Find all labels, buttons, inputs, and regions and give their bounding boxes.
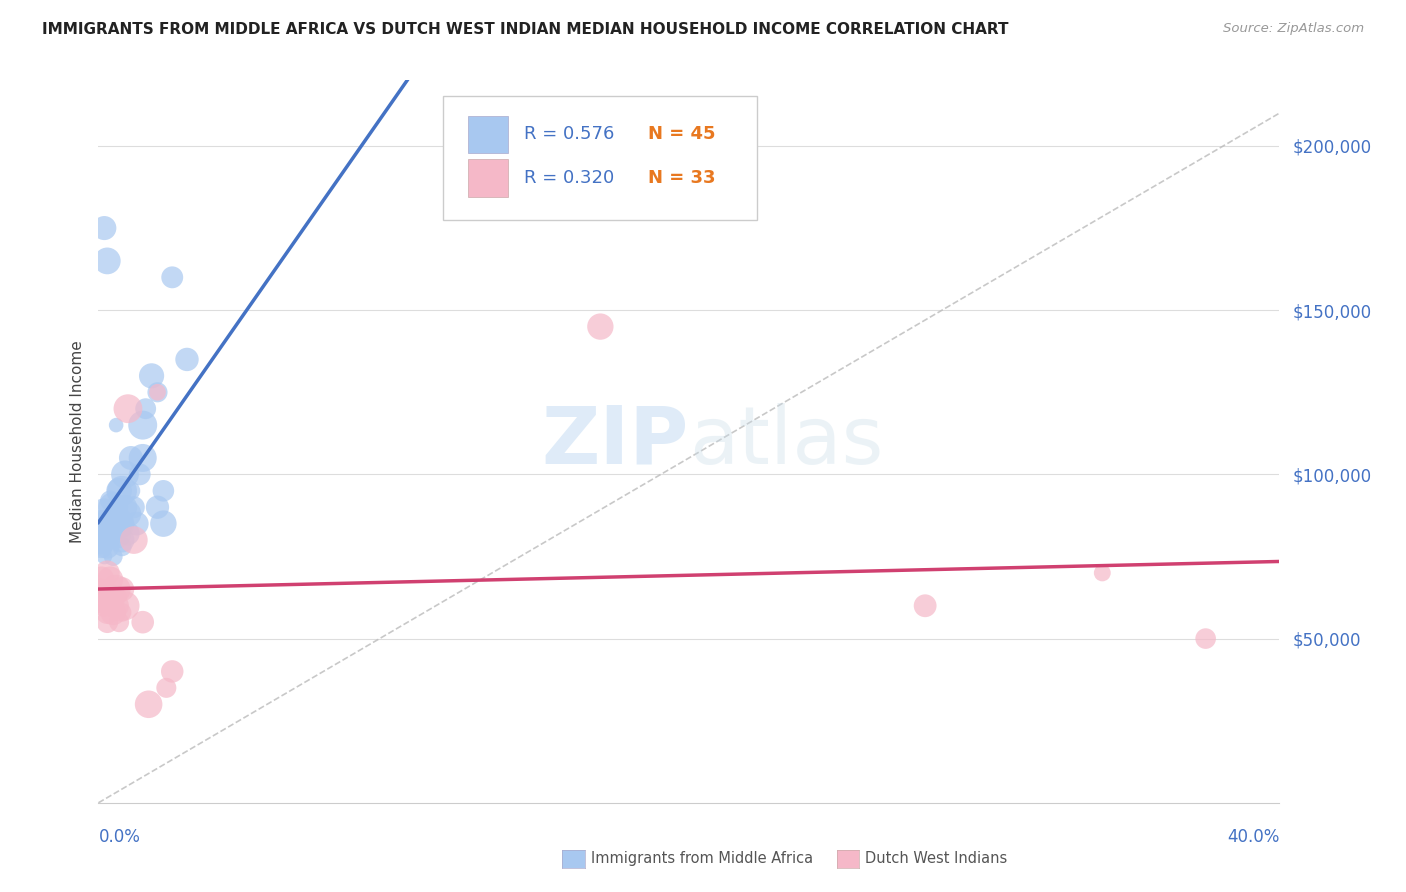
Point bbox=[93, 507, 115, 521]
Point bbox=[111, 483, 134, 498]
Point bbox=[96, 516, 118, 531]
Text: N = 33: N = 33 bbox=[648, 169, 716, 186]
Point bbox=[111, 582, 134, 597]
Point bbox=[98, 599, 121, 613]
Point bbox=[108, 589, 131, 603]
Point bbox=[914, 599, 936, 613]
Point bbox=[96, 615, 118, 630]
Point bbox=[111, 540, 134, 554]
Point bbox=[93, 533, 115, 547]
Point bbox=[114, 467, 136, 482]
Point bbox=[96, 566, 118, 580]
Point bbox=[103, 592, 125, 607]
Point bbox=[117, 526, 139, 541]
Point bbox=[93, 599, 115, 613]
Text: Source: ZipAtlas.com: Source: ZipAtlas.com bbox=[1223, 22, 1364, 36]
Point bbox=[96, 540, 118, 554]
Point bbox=[114, 599, 136, 613]
Text: Dutch West Indians: Dutch West Indians bbox=[865, 852, 1007, 866]
Point bbox=[122, 500, 145, 515]
FancyBboxPatch shape bbox=[468, 116, 508, 153]
Point bbox=[120, 450, 142, 465]
Point bbox=[132, 450, 155, 465]
Point bbox=[103, 549, 125, 564]
Point bbox=[114, 500, 136, 515]
Y-axis label: Median Household Income: Median Household Income bbox=[69, 340, 84, 543]
Point bbox=[141, 368, 163, 383]
Text: Immigrants from Middle Africa: Immigrants from Middle Africa bbox=[591, 852, 813, 866]
Point bbox=[98, 573, 121, 587]
Point bbox=[98, 516, 121, 531]
Point bbox=[105, 599, 128, 613]
Point bbox=[138, 698, 160, 712]
Point bbox=[96, 526, 118, 541]
Point bbox=[132, 418, 155, 433]
Point bbox=[146, 385, 169, 400]
Text: N = 45: N = 45 bbox=[648, 126, 716, 144]
Point bbox=[108, 516, 131, 531]
Point bbox=[93, 549, 115, 564]
Text: atlas: atlas bbox=[689, 402, 883, 481]
Point bbox=[93, 582, 115, 597]
Text: ZIP: ZIP bbox=[541, 402, 689, 481]
Point bbox=[98, 582, 121, 597]
Point bbox=[90, 533, 112, 547]
Point bbox=[103, 500, 125, 515]
Text: 0.0%: 0.0% bbox=[98, 828, 141, 846]
Point bbox=[105, 418, 128, 433]
Point bbox=[132, 615, 155, 630]
Point bbox=[117, 401, 139, 416]
Point bbox=[93, 221, 115, 235]
Point bbox=[146, 500, 169, 515]
Point bbox=[105, 582, 128, 597]
Point bbox=[125, 516, 148, 531]
Point bbox=[93, 592, 115, 607]
Point bbox=[96, 605, 118, 619]
Point bbox=[1091, 566, 1114, 580]
Point bbox=[111, 533, 134, 547]
Point bbox=[108, 615, 131, 630]
Point bbox=[98, 493, 121, 508]
Point bbox=[96, 253, 118, 268]
Point bbox=[155, 681, 177, 695]
Point bbox=[120, 483, 142, 498]
FancyBboxPatch shape bbox=[468, 159, 508, 196]
Point bbox=[111, 605, 134, 619]
Point bbox=[108, 483, 131, 498]
Point bbox=[90, 582, 112, 597]
Point bbox=[152, 483, 174, 498]
Point bbox=[152, 516, 174, 531]
Point bbox=[90, 540, 112, 554]
Point bbox=[90, 526, 112, 541]
Point bbox=[176, 352, 198, 367]
Text: IMMIGRANTS FROM MIDDLE AFRICA VS DUTCH WEST INDIAN MEDIAN HOUSEHOLD INCOME CORRE: IMMIGRANTS FROM MIDDLE AFRICA VS DUTCH W… bbox=[42, 22, 1008, 37]
Text: R = 0.320: R = 0.320 bbox=[523, 169, 614, 186]
Point bbox=[105, 507, 128, 521]
Text: 40.0%: 40.0% bbox=[1227, 828, 1279, 846]
Point bbox=[122, 533, 145, 547]
Text: R = 0.576: R = 0.576 bbox=[523, 126, 614, 144]
Point bbox=[98, 533, 121, 547]
Point bbox=[162, 270, 183, 285]
Point bbox=[90, 592, 112, 607]
Point bbox=[105, 526, 128, 541]
Point bbox=[135, 401, 157, 416]
Point bbox=[1195, 632, 1218, 646]
FancyBboxPatch shape bbox=[443, 96, 758, 219]
Point bbox=[90, 573, 112, 587]
Point bbox=[589, 319, 612, 334]
Point bbox=[90, 516, 112, 531]
Point bbox=[162, 665, 183, 679]
Point bbox=[117, 507, 139, 521]
Point bbox=[96, 589, 118, 603]
Point bbox=[128, 467, 150, 482]
Point bbox=[114, 516, 136, 531]
Point bbox=[103, 605, 125, 619]
Point bbox=[146, 385, 169, 400]
